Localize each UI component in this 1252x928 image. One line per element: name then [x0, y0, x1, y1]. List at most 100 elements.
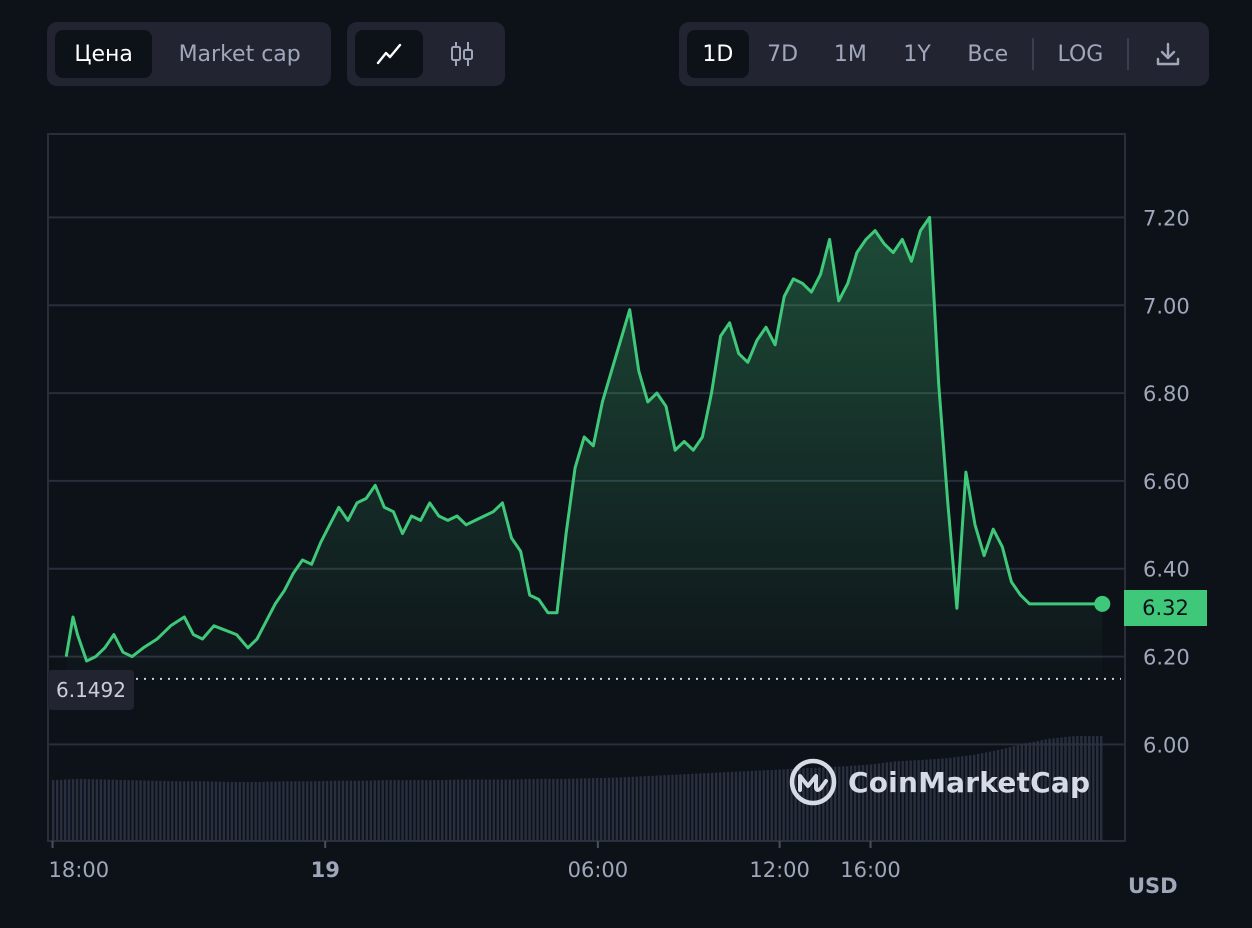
range-7d[interactable]: 7D: [767, 41, 799, 67]
price-line: [64, 215, 1103, 663]
volume-bar: [87, 779, 91, 841]
volume-bar: [845, 766, 849, 841]
volume-bar: [516, 779, 519, 841]
volume-bar: [441, 779, 444, 841]
volume-bar: [564, 778, 567, 841]
volume-bar: [218, 781, 222, 841]
volume-bar: [238, 781, 241, 841]
volume-bar: [79, 778, 83, 841]
volume-bar: [988, 751, 992, 841]
volume-bar: [798, 768, 801, 841]
volume-bar: [861, 764, 865, 841]
y-tick-label: 6.60: [1143, 470, 1190, 494]
volume-bar: [857, 765, 861, 841]
volume-bar: [679, 774, 682, 841]
volume-bar: [310, 781, 313, 841]
volume-bar: [639, 776, 642, 841]
volume-bar: [452, 779, 456, 841]
range-all[interactable]: Все: [967, 41, 1009, 67]
volume-bar: [849, 765, 853, 841]
volume-bar: [980, 753, 984, 841]
volume-bar: [754, 770, 758, 841]
volume-bar: [202, 781, 206, 841]
volume-bar: [750, 770, 754, 841]
volume-bar: [373, 780, 376, 841]
volume-bar: [794, 768, 797, 841]
tab-market-cap[interactable]: Market cap: [178, 41, 301, 67]
volume-bar: [488, 779, 492, 841]
volume-bar: [321, 781, 325, 841]
volume-bar: [722, 772, 726, 841]
volume-bar: [385, 780, 388, 841]
volume-bar: [869, 764, 873, 841]
download-button[interactable]: [1135, 30, 1201, 78]
volume-bar: [190, 781, 194, 841]
volume-bar: [472, 779, 476, 841]
range-1m[interactable]: 1M: [833, 41, 867, 67]
volume-bar: [389, 780, 392, 841]
volume-bar: [917, 760, 920, 841]
line-chart-button[interactable]: [355, 30, 423, 78]
tab-price[interactable]: Цена: [55, 30, 153, 78]
volume-bar: [909, 760, 912, 841]
volume-bar: [746, 771, 750, 841]
volume-bar: [953, 757, 956, 841]
volume-bar: [377, 780, 380, 841]
volume-bar: [957, 756, 960, 841]
volume-bar: [1044, 739, 1047, 841]
volume-bar: [877, 763, 881, 841]
volume-bar: [778, 769, 781, 841]
volume-bar: [286, 781, 289, 841]
line-chart-icon: [376, 43, 402, 65]
volume-bar: [1032, 741, 1035, 841]
volume-bar: [762, 770, 765, 841]
currency-label: USD: [1128, 874, 1178, 898]
y-tick-label: 6.20: [1143, 646, 1190, 670]
volume-bar: [949, 757, 952, 841]
y-tick-label: 7.00: [1143, 294, 1190, 318]
volume-bar: [520, 779, 523, 841]
volume-bar: [782, 769, 785, 841]
metric-tab-group: Цена Market cap: [47, 22, 331, 86]
candlestick-chart-button[interactable]: [427, 30, 497, 78]
x-tick-label: 19: [311, 858, 340, 882]
volume-bar: [1076, 736, 1079, 841]
volume-bar: [703, 773, 706, 841]
volume-bar: [933, 759, 936, 841]
volume-bar: [226, 781, 230, 841]
volume-bar: [1056, 737, 1059, 841]
volume-bar: [91, 779, 95, 841]
volume-bar: [95, 779, 99, 841]
volume-bar: [63, 779, 67, 841]
volume-bar: [282, 781, 285, 841]
volume-bar: [1064, 737, 1067, 841]
volume-bar: [67, 779, 71, 841]
volume-bar: [254, 781, 257, 841]
volume-bar: [730, 771, 734, 841]
volume-bar: [183, 781, 186, 841]
volume-bar: [591, 778, 595, 841]
volume-bar: [913, 760, 916, 841]
volume-bar: [429, 780, 432, 841]
log-scale-toggle[interactable]: LOG: [1057, 41, 1104, 67]
volume-bar: [972, 754, 976, 841]
volume-bar: [830, 766, 833, 841]
watermark: CoinMarketCap: [788, 756, 1090, 808]
volume-bar: [568, 778, 571, 841]
watermark-text: CoinMarketCap: [848, 765, 1091, 799]
range-1d[interactable]: 1D: [687, 30, 749, 78]
volume-bar: [881, 762, 885, 841]
volume-bar: [929, 759, 932, 841]
volume-bar: [905, 760, 908, 841]
volume-bar: [210, 781, 214, 841]
volume-bar: [381, 780, 384, 841]
volume-bar: [401, 780, 404, 841]
volume-bar: [834, 766, 837, 841]
volume-bar: [59, 779, 63, 841]
volume-bar: [838, 766, 841, 841]
range-1y[interactable]: 1Y: [903, 41, 931, 67]
volume-bar: [460, 779, 464, 841]
volume-bar: [349, 780, 353, 841]
volume-bar: [1088, 736, 1091, 841]
